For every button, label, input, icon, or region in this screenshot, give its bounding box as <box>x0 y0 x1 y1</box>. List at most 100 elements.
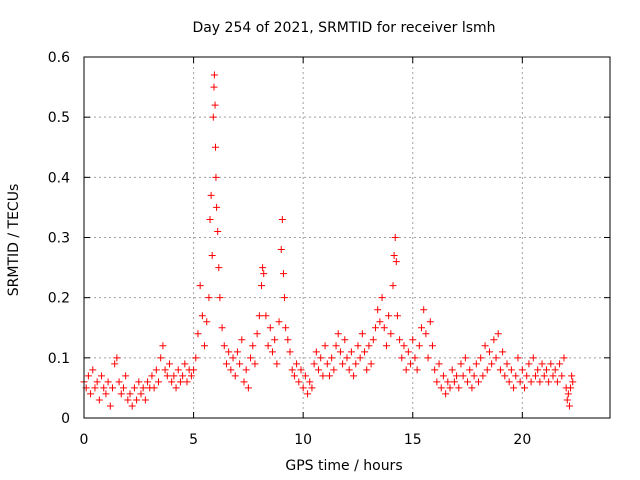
data-point <box>503 360 511 368</box>
data-point <box>328 354 336 362</box>
data-point <box>222 360 230 368</box>
data-point <box>163 372 171 380</box>
data-point <box>286 348 294 356</box>
data-point <box>448 366 456 374</box>
data-point <box>148 372 156 380</box>
data-point <box>271 336 279 344</box>
data-point <box>240 378 248 386</box>
data-point <box>343 354 351 362</box>
data-point <box>108 384 116 392</box>
data-point <box>218 324 226 332</box>
data-point <box>187 372 195 380</box>
data-point <box>409 336 417 344</box>
data-point <box>190 366 198 374</box>
data-point <box>100 384 108 392</box>
y-tick-label: 0 <box>61 411 70 427</box>
data-point <box>341 336 349 344</box>
data-point <box>93 378 101 386</box>
data-point <box>568 372 576 380</box>
data-point <box>113 354 121 362</box>
data-point <box>446 384 454 392</box>
data-point <box>380 324 388 332</box>
data-point <box>468 384 476 392</box>
data-point <box>215 264 223 272</box>
data-point <box>168 378 176 386</box>
data-point <box>253 330 261 338</box>
data-point <box>457 360 465 368</box>
data-point <box>396 336 404 344</box>
y-tick-label: 0.3 <box>48 231 70 247</box>
data-point <box>492 354 500 362</box>
data-point <box>545 378 553 386</box>
data-point <box>501 372 509 380</box>
data-point <box>216 294 224 302</box>
data-point <box>141 396 149 404</box>
data-point <box>227 366 235 374</box>
data-point <box>290 372 298 380</box>
data-point <box>319 372 327 380</box>
data-point <box>453 372 461 380</box>
data-point <box>472 360 480 368</box>
data-point <box>304 390 312 398</box>
data-point <box>547 360 555 368</box>
data-point <box>212 173 220 181</box>
data-point <box>393 312 401 320</box>
data-point <box>128 402 136 410</box>
data-point <box>207 191 215 199</box>
data-point <box>144 378 152 386</box>
data-point <box>104 378 112 386</box>
data-point <box>251 360 259 368</box>
data-point <box>496 366 504 374</box>
data-point <box>352 360 360 368</box>
data-point <box>538 360 546 368</box>
data-point <box>258 282 266 290</box>
data-point <box>238 336 246 344</box>
data-point <box>176 378 184 386</box>
data-point <box>212 143 219 151</box>
data-point <box>214 227 222 235</box>
data-point <box>183 378 191 386</box>
data-point <box>494 330 502 338</box>
data-point <box>317 354 325 362</box>
data-point <box>531 372 539 380</box>
data-point <box>161 366 169 374</box>
data-point <box>529 354 537 362</box>
data-point <box>363 366 371 374</box>
data-point <box>247 354 255 362</box>
data-point <box>564 390 572 398</box>
data-point <box>336 348 344 356</box>
data-point <box>332 342 340 350</box>
data-point <box>466 366 474 374</box>
x-tick-label: 5 <box>189 432 198 448</box>
data-point <box>527 378 535 386</box>
data-point <box>404 348 412 356</box>
data-point <box>521 384 529 392</box>
x-tick-label: 0 <box>80 432 89 448</box>
data-point <box>565 402 573 410</box>
data-point <box>553 378 561 386</box>
data-point <box>367 360 375 368</box>
data-point <box>122 372 130 380</box>
data-point <box>106 402 114 410</box>
data-point <box>295 378 303 386</box>
data-point <box>124 396 132 404</box>
y-tick-label: 0.6 <box>48 50 70 66</box>
data-point <box>525 360 533 368</box>
data-point <box>275 318 283 326</box>
data-point <box>422 330 430 338</box>
data-point <box>470 372 478 380</box>
data-point <box>201 342 209 350</box>
data-point <box>354 342 362 350</box>
data-point <box>297 366 305 374</box>
data-point <box>418 324 426 332</box>
data-point <box>208 252 216 260</box>
data-point <box>213 203 221 211</box>
x-tick-label: 10 <box>294 432 312 448</box>
data-point <box>345 366 353 374</box>
data-point <box>157 354 165 362</box>
data-point <box>347 348 355 356</box>
data-point <box>119 384 127 392</box>
data-point <box>378 294 386 302</box>
data-point <box>98 372 106 380</box>
